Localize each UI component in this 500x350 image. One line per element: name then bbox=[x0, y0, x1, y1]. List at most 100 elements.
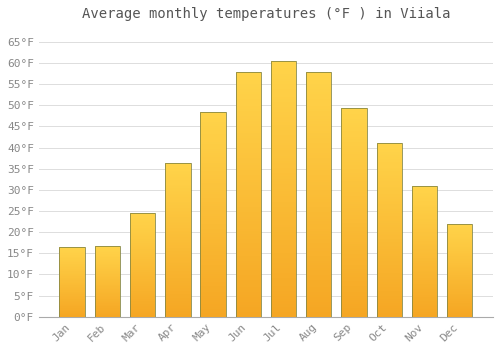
Bar bbox=[236, 195, 261, 197]
Bar bbox=[447, 231, 472, 232]
Bar bbox=[376, 277, 402, 279]
Bar bbox=[306, 173, 332, 175]
Bar bbox=[200, 253, 226, 255]
Bar bbox=[60, 259, 85, 260]
Bar bbox=[412, 314, 437, 315]
Bar bbox=[376, 261, 402, 263]
Bar bbox=[412, 308, 437, 309]
Bar bbox=[447, 229, 472, 230]
Bar bbox=[130, 264, 156, 265]
Bar bbox=[130, 248, 156, 250]
Bar bbox=[236, 84, 261, 87]
Bar bbox=[376, 304, 402, 306]
Bar bbox=[130, 289, 156, 290]
Bar bbox=[130, 295, 156, 296]
Bar bbox=[376, 206, 402, 208]
Bar bbox=[376, 300, 402, 301]
Bar bbox=[342, 212, 366, 215]
Bar bbox=[412, 231, 437, 232]
Bar bbox=[306, 97, 332, 99]
Bar bbox=[306, 214, 332, 217]
Bar bbox=[271, 153, 296, 155]
Bar bbox=[130, 234, 156, 235]
Bar bbox=[236, 173, 261, 175]
Bar bbox=[94, 270, 120, 271]
Bar bbox=[342, 183, 366, 186]
Bar bbox=[342, 198, 366, 200]
Bar bbox=[342, 200, 366, 202]
Bar bbox=[236, 79, 261, 82]
Bar bbox=[306, 251, 332, 253]
Bar bbox=[376, 201, 402, 202]
Bar bbox=[376, 286, 402, 287]
Bar bbox=[271, 309, 296, 312]
Bar bbox=[200, 247, 226, 249]
Bar bbox=[412, 297, 437, 299]
Bar bbox=[200, 212, 226, 214]
Bar bbox=[306, 244, 332, 246]
Bar bbox=[200, 315, 226, 317]
Bar bbox=[376, 154, 402, 155]
Bar bbox=[412, 305, 437, 306]
Bar bbox=[236, 270, 261, 273]
Bar bbox=[376, 195, 402, 197]
Bar bbox=[412, 293, 437, 295]
Bar bbox=[342, 256, 366, 258]
Bar bbox=[165, 248, 190, 249]
Bar bbox=[200, 130, 226, 132]
Bar bbox=[165, 261, 190, 263]
Bar bbox=[447, 264, 472, 265]
Bar bbox=[130, 213, 156, 214]
Bar bbox=[236, 136, 261, 138]
Bar bbox=[94, 256, 120, 257]
Bar bbox=[412, 302, 437, 304]
Bar bbox=[342, 208, 366, 210]
Bar bbox=[342, 133, 366, 135]
Bar bbox=[165, 195, 190, 197]
Bar bbox=[271, 194, 296, 196]
Bar bbox=[412, 246, 437, 248]
Bar bbox=[130, 233, 156, 234]
Bar bbox=[376, 279, 402, 280]
Bar bbox=[306, 109, 332, 111]
Bar bbox=[60, 261, 85, 262]
Bar bbox=[130, 237, 156, 238]
Bar bbox=[94, 253, 120, 254]
Bar bbox=[447, 302, 472, 303]
Bar bbox=[342, 221, 366, 223]
Bar bbox=[200, 243, 226, 245]
Bar bbox=[200, 190, 226, 191]
Bar bbox=[376, 268, 402, 270]
Bar bbox=[200, 294, 226, 296]
Bar bbox=[306, 202, 332, 204]
Bar bbox=[447, 307, 472, 308]
Bar bbox=[236, 265, 261, 268]
Bar bbox=[412, 244, 437, 245]
Bar bbox=[130, 269, 156, 270]
Bar bbox=[271, 89, 296, 91]
Bar bbox=[306, 256, 332, 258]
Bar bbox=[376, 220, 402, 222]
Bar bbox=[200, 276, 226, 278]
Bar bbox=[306, 219, 332, 222]
Bar bbox=[165, 220, 190, 222]
Bar bbox=[130, 213, 156, 317]
Bar bbox=[165, 168, 190, 169]
Bar bbox=[376, 143, 402, 145]
Bar bbox=[60, 256, 85, 257]
Bar bbox=[200, 257, 226, 259]
Bar bbox=[200, 245, 226, 247]
Bar bbox=[271, 266, 296, 268]
Bar bbox=[376, 246, 402, 247]
Bar bbox=[376, 157, 402, 159]
Bar bbox=[447, 243, 472, 244]
Bar bbox=[165, 206, 190, 208]
Bar bbox=[271, 125, 296, 127]
Bar bbox=[165, 212, 190, 214]
Bar bbox=[447, 314, 472, 315]
Bar bbox=[165, 266, 190, 268]
Bar bbox=[376, 225, 402, 226]
Bar bbox=[376, 260, 402, 261]
Bar bbox=[306, 116, 332, 119]
Bar bbox=[342, 262, 366, 265]
